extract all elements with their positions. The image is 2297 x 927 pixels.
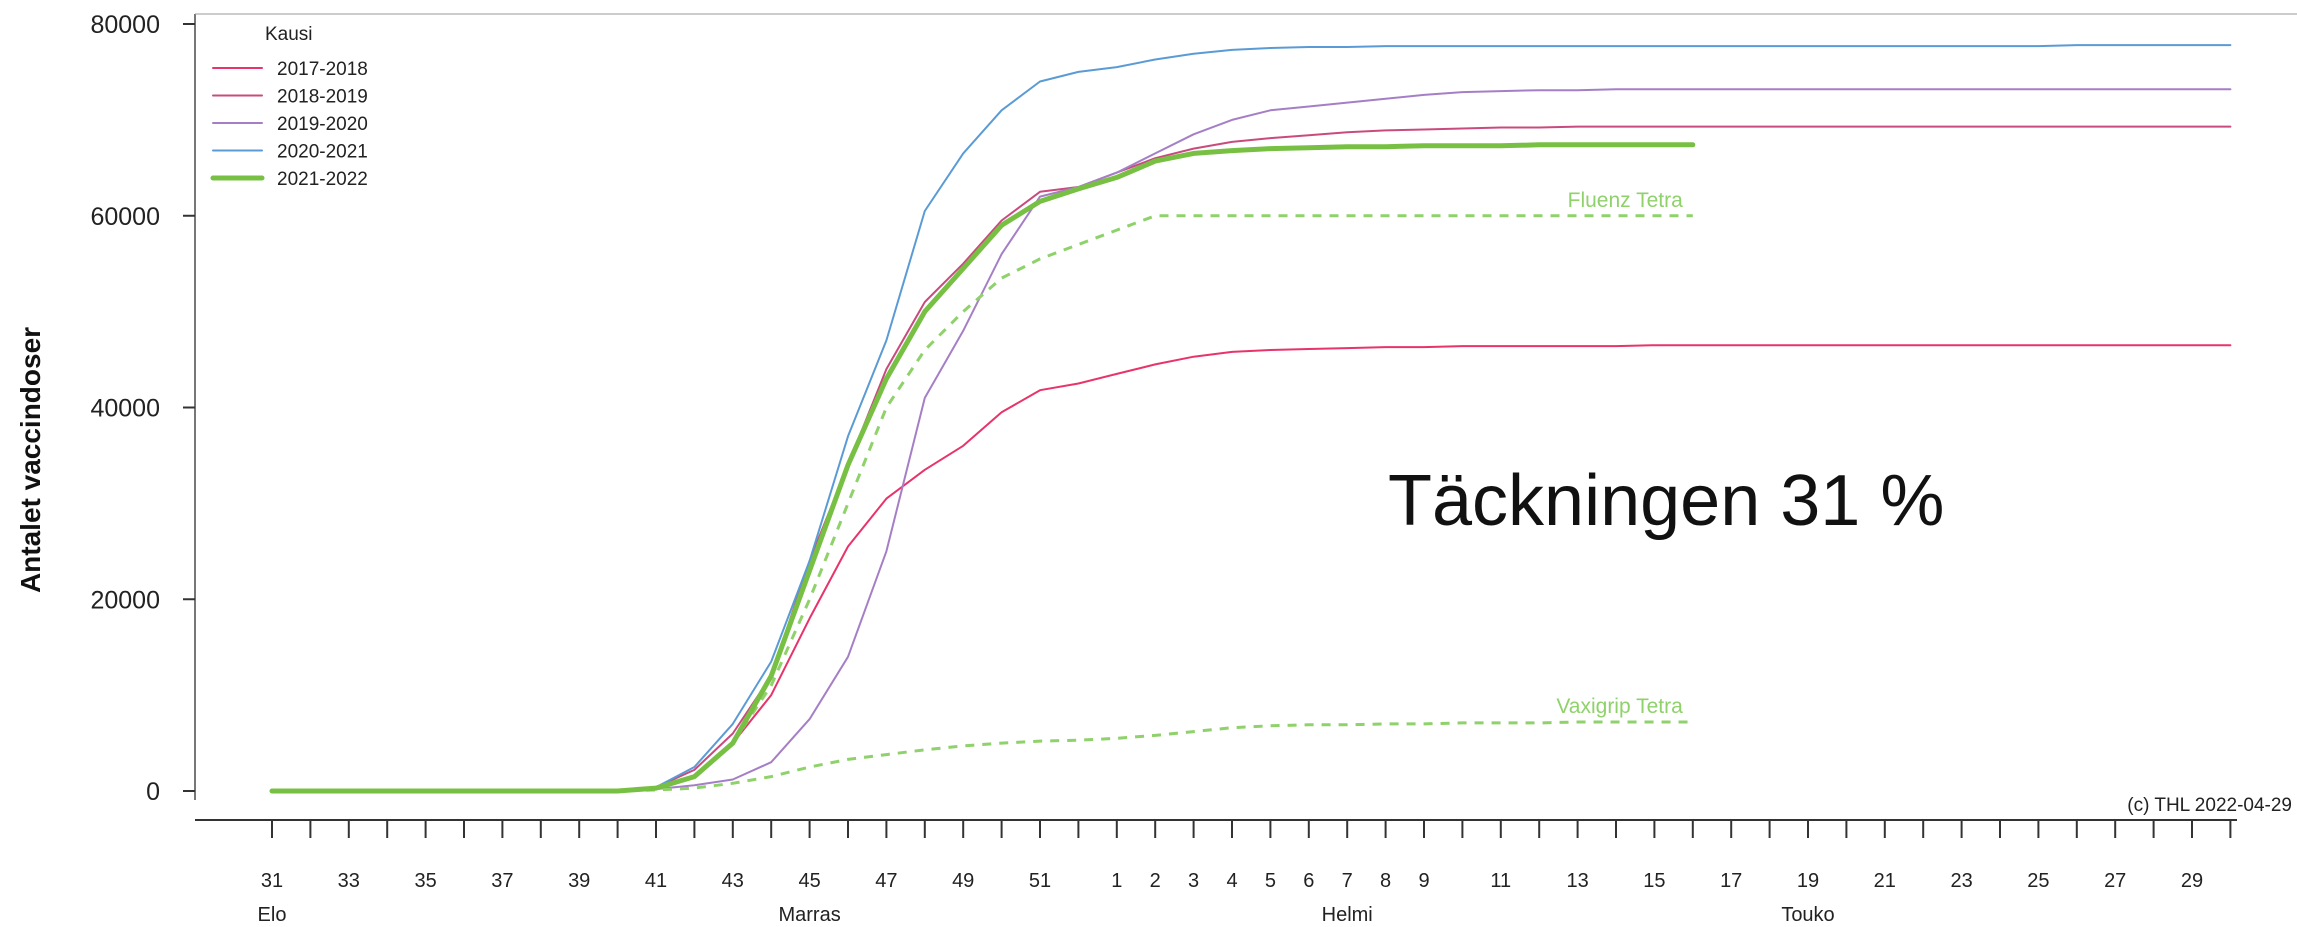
x-tick-label: 11 bbox=[1490, 870, 1511, 892]
x-tick-label: 3 bbox=[1188, 870, 1199, 892]
x-tick-label: 2 bbox=[1150, 870, 1161, 892]
legend-entry: 2018-2019 bbox=[277, 87, 368, 108]
x-tick-label: 41 bbox=[645, 870, 667, 892]
month-label: Helmi bbox=[1322, 904, 1373, 926]
series-line-2018-2019 bbox=[271, 125, 2232, 792]
x-tick-label: 47 bbox=[875, 870, 897, 892]
series-line-2017-2018 bbox=[271, 344, 2232, 792]
x-tick-label: 39 bbox=[568, 870, 590, 892]
x-tick-label: 19 bbox=[1797, 870, 1819, 892]
x-tick-label: 35 bbox=[414, 870, 436, 892]
series-lines bbox=[269, 44, 2232, 794]
x-tick-label: 23 bbox=[1950, 870, 1972, 892]
series-annotation: Vaxigrip Tetra bbox=[1556, 695, 1683, 718]
x-tick-label: 29 bbox=[2181, 870, 2203, 892]
x-tick-label: 51 bbox=[1029, 870, 1051, 892]
x-tick-label: 7 bbox=[1342, 870, 1353, 892]
series-annotations: Fluenz Tetra Vaxigrip Tetra bbox=[1556, 189, 1683, 718]
series-line-2019-2020 bbox=[271, 88, 2232, 792]
month-label: Marras bbox=[778, 904, 840, 926]
x-tick-label: 5 bbox=[1265, 870, 1276, 892]
coverage-text: Täckningen 31 % bbox=[1388, 461, 1944, 541]
legend: Kausi 2017-2018 2018-2019 2019-2020 2020-202… bbox=[210, 24, 368, 190]
series-line-2021-2022 bbox=[269, 142, 1696, 794]
x-tick-label: 17 bbox=[1720, 870, 1742, 892]
series-line-fluenz-tetra bbox=[272, 214, 1693, 793]
y-tick-label: 60000 bbox=[90, 203, 160, 231]
copyright-credit: (c) THL 2022-04-29 bbox=[2127, 795, 2292, 816]
y-tick-label: 40000 bbox=[90, 395, 160, 423]
x-tick-label: 1 bbox=[1111, 870, 1122, 892]
x-tick-label: 13 bbox=[1566, 870, 1588, 892]
x-tick-label: 45 bbox=[798, 870, 820, 892]
y-axis: 0 20000 40000 60000 80000 bbox=[90, 11, 195, 806]
month-label: Elo bbox=[258, 904, 287, 926]
x-tick-label: 31 bbox=[261, 870, 283, 892]
series-annotation: Fluenz Tetra bbox=[1568, 189, 1683, 212]
y-tick-label: 0 bbox=[146, 778, 160, 806]
x-tick-label: 21 bbox=[1874, 870, 1896, 892]
x-tick-label: 15 bbox=[1643, 870, 1665, 892]
legend-entry: 2021-2022 bbox=[277, 169, 368, 190]
x-tick-label: 9 bbox=[1418, 870, 1429, 892]
legend-entry: 2017-2018 bbox=[277, 59, 368, 80]
month-label: Touko bbox=[1781, 904, 1834, 926]
x-tick-label: 33 bbox=[338, 870, 360, 892]
x-tick-label: 43 bbox=[722, 870, 744, 892]
x-tick-label: 4 bbox=[1226, 870, 1237, 892]
legend-entry: 2020-2021 bbox=[277, 142, 368, 163]
series-line-2020-2021 bbox=[271, 44, 2232, 792]
x-tick-label: 49 bbox=[952, 870, 974, 892]
legend-entry: 2019-2020 bbox=[277, 114, 368, 135]
series-line-vaxigrip-tetra bbox=[272, 720, 1693, 793]
plot-frame bbox=[194, 13, 2297, 821]
y-tick-label: 80000 bbox=[90, 11, 160, 39]
x-tick-label: 37 bbox=[491, 870, 513, 892]
legend-title: Kausi bbox=[265, 24, 313, 45]
x-tick-label: 27 bbox=[2104, 870, 2126, 892]
y-tick-label: 20000 bbox=[90, 586, 160, 614]
y-axis-label: Antalet vaccindoser bbox=[15, 327, 46, 593]
x-tick-label: 6 bbox=[1303, 870, 1314, 892]
x-tick-label: 8 bbox=[1380, 870, 1391, 892]
x-axis: 31 33 35 37 39 41 43 45 47 49 51 1 2 3 4 5 6 7 8 9 11 13 15 17 1… bbox=[258, 820, 2232, 926]
x-tick-label: 25 bbox=[2027, 870, 2049, 892]
